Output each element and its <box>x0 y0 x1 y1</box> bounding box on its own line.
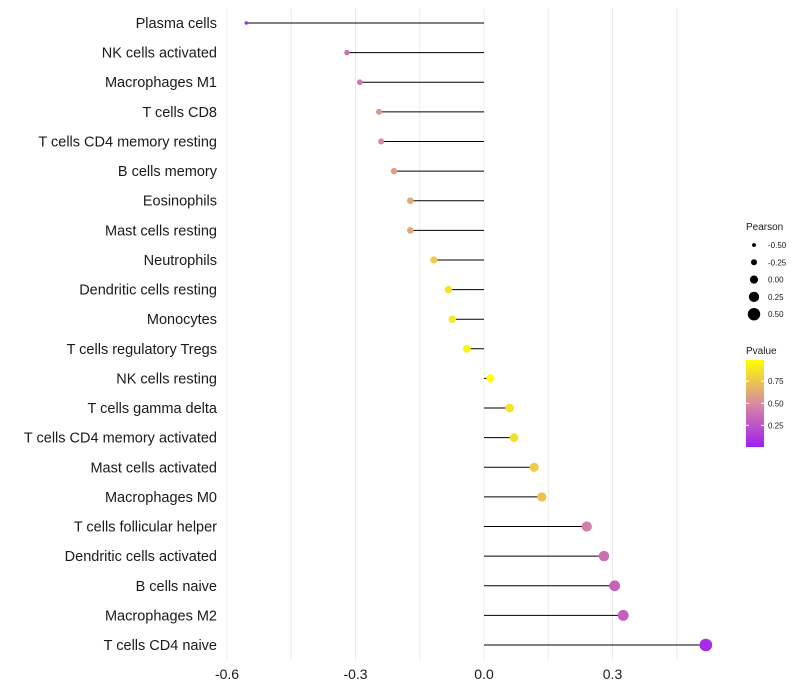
category-label: Macrophages M0 <box>105 490 217 506</box>
lollipop-point <box>390 167 398 175</box>
lollipop-point <box>378 138 385 145</box>
lollipop-point <box>356 79 363 86</box>
x-tick-label: -0.6 <box>215 666 239 682</box>
size-legend-dot <box>747 307 761 321</box>
legend-color-title: Pvalue <box>746 346 777 357</box>
size-legend-label: 0.25 <box>768 293 784 302</box>
size-legend-dot <box>748 291 760 303</box>
category-label: T cells CD8 <box>142 105 217 121</box>
colorbar-tick-label: 0.75 <box>768 377 784 386</box>
category-label: Neutrophils <box>144 253 217 269</box>
colorbar-tick-label: 0.25 <box>768 421 784 430</box>
lollipop-point <box>344 49 350 56</box>
category-label: Dendritic cells activated <box>65 549 217 565</box>
x-tick-label: 0.3 <box>603 666 623 682</box>
lollipop-point <box>699 638 713 652</box>
category-label: Mast cells activated <box>90 460 217 476</box>
category-label: NK cells resting <box>116 371 217 387</box>
stem-layer <box>246 22 706 646</box>
category-label: Dendritic cells resting <box>79 283 217 299</box>
category-label: T cells gamma delta <box>88 401 218 417</box>
lollipop-point <box>444 285 453 294</box>
point-layer <box>244 21 713 652</box>
lollipop-point <box>486 374 495 383</box>
size-legend-label: 0.00 <box>768 276 784 285</box>
pvalue-colorbar <box>746 360 764 447</box>
category-label: Mast cells resting <box>105 223 217 239</box>
size-legend-dot <box>751 259 757 266</box>
size-legend-label: 0.50 <box>768 310 784 319</box>
grid-layer <box>226 8 678 660</box>
category-label: T cells CD4 naive <box>104 638 217 654</box>
category-label: Plasma cells <box>136 16 217 32</box>
colorbar-tick-label: 0.50 <box>768 399 784 408</box>
category-label-layer: Plasma cells NK cells activated Macrophage… <box>24 16 218 654</box>
legend: Pearson -0.50 -0.25 0.00 0.25 0.50 Pvalue 0.… <box>746 222 787 447</box>
category-label: T cells follicular helper <box>74 520 217 536</box>
lollipop-point <box>598 550 610 562</box>
category-label: T cells CD4 memory activated <box>24 431 217 447</box>
lollipop-point <box>581 521 592 532</box>
category-label: Monocytes <box>147 312 217 328</box>
category-label: B cells naive <box>136 579 217 595</box>
x-tick-label: 0.0 <box>474 666 494 682</box>
category-label: T cells CD4 memory resting <box>38 134 217 150</box>
legend-size-title: Pearson <box>746 222 783 233</box>
lollipop-point <box>505 403 515 413</box>
lollipop-point <box>244 21 248 25</box>
lollipop-point <box>376 108 383 115</box>
category-label: T cells regulatory Tregs <box>67 342 217 358</box>
lollipop-point <box>509 433 519 443</box>
lollipop-point <box>609 580 621 592</box>
size-legend-items: -0.50 -0.25 0.00 0.25 0.50 <box>747 241 787 321</box>
lollipop-point <box>430 256 438 264</box>
colorbar-ticks: 0.75 0.50 0.25 <box>746 377 784 430</box>
lollipop-point <box>617 609 629 621</box>
size-legend-label: -0.50 <box>768 241 787 250</box>
category-label: Macrophages M2 <box>105 608 217 624</box>
lollipop-point <box>406 227 414 234</box>
category-label: NK cells activated <box>102 46 217 62</box>
x-tick-label: -0.3 <box>343 666 367 682</box>
x-tick-layer: -0.6 -0.3 0.0 0.3 <box>215 666 623 682</box>
size-legend-dot <box>749 275 759 284</box>
category-label: Eosinophils <box>143 194 217 210</box>
category-label: B cells memory <box>118 164 218 180</box>
lollipop-point <box>406 197 414 205</box>
lollipop-point <box>529 462 539 472</box>
size-legend-dot <box>752 243 756 247</box>
category-label: Macrophages M1 <box>105 75 217 91</box>
lollipop-point <box>537 492 547 502</box>
size-legend-label: -0.25 <box>768 258 787 267</box>
lollipop-point <box>448 315 457 323</box>
lollipop-point <box>462 344 471 353</box>
